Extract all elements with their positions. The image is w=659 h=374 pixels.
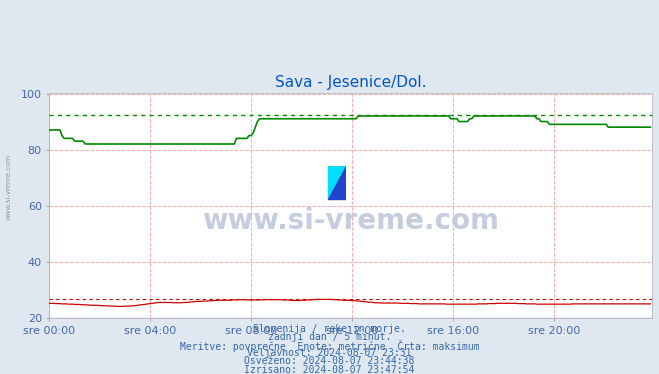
Text: www.si-vreme.com: www.si-vreme.com (202, 208, 500, 235)
Polygon shape (328, 166, 346, 199)
Text: www.si-vreme.com: www.si-vreme.com (5, 154, 12, 220)
Text: Osveženo: 2024-08-07 23:44:38: Osveženo: 2024-08-07 23:44:38 (244, 356, 415, 367)
Bar (328, 166, 346, 199)
Title: Sava - Jesenice/Dol.: Sava - Jesenice/Dol. (275, 74, 426, 89)
Text: zadnji dan / 5 minut.: zadnji dan / 5 minut. (268, 332, 391, 342)
Text: Meritve: povprečne  Enote: metrične  Črta: maksimum: Meritve: povprečne Enote: metrične Črta:… (180, 340, 479, 352)
Polygon shape (328, 166, 346, 199)
Text: Veljavnost: 2024-08-07 23:31: Veljavnost: 2024-08-07 23:31 (247, 348, 412, 358)
Text: Izrisano: 2024-08-07 23:47:54: Izrisano: 2024-08-07 23:47:54 (244, 365, 415, 374)
Text: Slovenija / reke in morje.: Slovenija / reke in morje. (253, 324, 406, 334)
